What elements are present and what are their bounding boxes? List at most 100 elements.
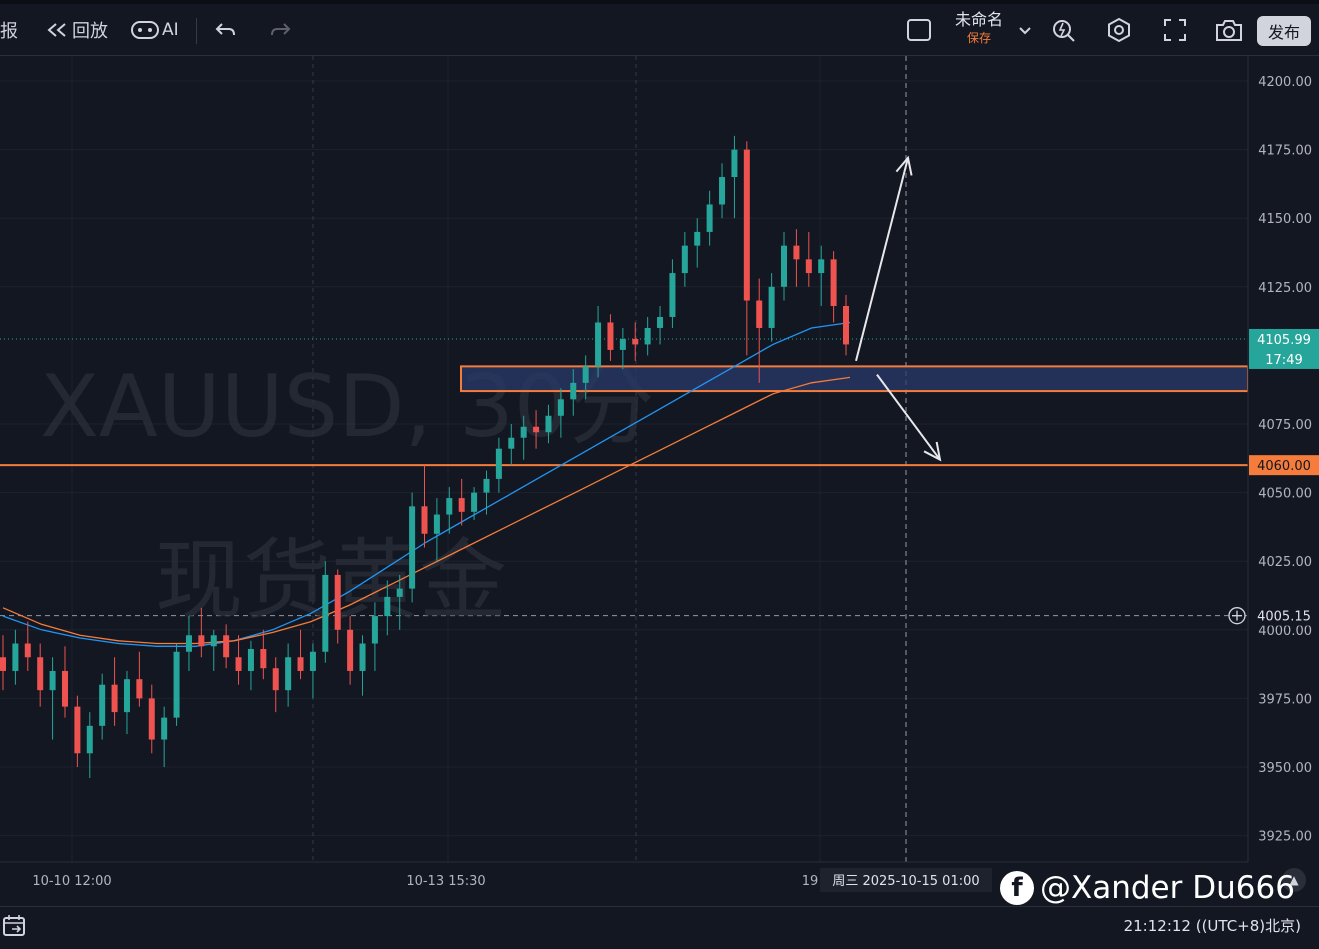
candle — [74, 695, 81, 767]
chart-name: 未命名 — [954, 10, 1003, 29]
snapshot-button[interactable] — [1214, 4, 1244, 56]
candle — [322, 561, 329, 663]
replay-button[interactable]: 回放 — [46, 4, 108, 56]
candle — [607, 314, 614, 361]
candle — [347, 616, 354, 685]
bottom-bar: 21:12:12 ((UTC+8)北京) — [0, 906, 1319, 949]
candle — [818, 245, 825, 307]
candle-body — [781, 245, 788, 287]
candle — [223, 624, 230, 669]
candle-body — [61, 670, 68, 707]
candle-body — [694, 231, 701, 246]
candle-body — [793, 245, 800, 260]
candle — [830, 251, 837, 323]
candle — [334, 569, 341, 644]
candle-body — [409, 506, 416, 589]
report-label: 报 — [0, 21, 18, 42]
candles-layer — [0, 135, 849, 778]
candle-body — [49, 670, 56, 691]
candle — [731, 135, 738, 219]
crosshair-price-label: 4005.15 — [1257, 610, 1311, 625]
time-axis[interactable]: 10-10 12:00 10-13 15:30 19 周三 2025-10-15 01… — [0, 861, 1248, 906]
candle — [0, 635, 6, 691]
toolbar-divider — [196, 18, 197, 44]
candle-body — [99, 684, 106, 726]
candle-body — [198, 635, 205, 647]
price-tick-label: 4050.00 — [1258, 487, 1312, 502]
level-price-label: 4060.00 — [1257, 459, 1311, 474]
candle-body — [471, 492, 478, 512]
arrow-shaft — [876, 374, 941, 461]
price-axis[interactable]: 4200.00 4175.00 4150.00 4125.00 4075.00 4050.… — [1228, 56, 1319, 862]
price-tick-label: 3975.00 — [1258, 692, 1312, 707]
price-tick-label: 4075.00 — [1258, 418, 1312, 433]
candle — [136, 651, 143, 707]
candle — [743, 141, 750, 356]
candle — [669, 259, 676, 328]
candle-body — [595, 322, 602, 367]
support-zone — [460, 365, 1249, 393]
settings-button[interactable] — [1105, 4, 1133, 56]
candle-body — [458, 498, 465, 512]
candle — [843, 295, 849, 356]
publish-button[interactable]: 发布 — [1257, 16, 1311, 46]
ai-button[interactable]: AI — [130, 4, 179, 56]
candle — [235, 635, 242, 685]
arrow-head — [895, 155, 913, 176]
candle-body — [347, 629, 354, 671]
redo-button[interactable] — [268, 4, 292, 56]
price-chart[interactable]: XAUUSD, 30分 现货黄金 4200.004175.004150.0041… — [0, 56, 1319, 948]
quick-search-button[interactable] — [1050, 4, 1078, 56]
chart-name-dropdown[interactable] — [1018, 4, 1032, 56]
price-tick-label: 4125.00 — [1258, 281, 1312, 296]
time-tick-label: 10-13 15:30 — [406, 874, 485, 889]
candle — [582, 355, 589, 400]
candle — [111, 657, 118, 726]
lightning-search-icon — [1050, 16, 1078, 44]
layout-button[interactable] — [906, 4, 932, 56]
clock-timezone[interactable]: 21:12:12 ((UTC+8)北京) — [1123, 917, 1301, 935]
candle — [421, 465, 428, 548]
candle-body — [0, 657, 6, 671]
candle — [86, 712, 93, 778]
bar-countdown-label: 17:49 — [1265, 353, 1302, 368]
candle — [768, 273, 775, 342]
candle-body — [272, 668, 279, 691]
candle-body — [210, 635, 217, 647]
price-tick-label: 3950.00 — [1258, 761, 1312, 776]
fullscreen-button[interactable] — [1162, 4, 1188, 56]
chart-name-block[interactable]: 未命名 保存 — [948, 10, 1010, 46]
candle — [247, 640, 254, 691]
candle — [309, 643, 316, 699]
add-alert-plus-icon[interactable] — [1228, 607, 1246, 625]
candle-body — [396, 588, 403, 597]
candle — [805, 231, 812, 287]
candle-body — [681, 245, 688, 274]
candle — [260, 629, 267, 680]
candle-body — [768, 286, 775, 328]
plot-area[interactable] — [0, 56, 1248, 862]
report-button[interactable]: 报 — [0, 4, 18, 56]
candle-body — [285, 657, 292, 691]
candle — [396, 574, 403, 630]
candle-body — [570, 382, 577, 400]
date-range-button[interactable] — [2, 913, 28, 943]
candle-body — [235, 657, 242, 671]
scroll-to-realtime-button[interactable]: ▲ — [1282, 868, 1306, 892]
price-tick-label: 4175.00 — [1258, 144, 1312, 159]
name-watermark: 现货黄金 — [155, 529, 507, 632]
candle-body — [619, 338, 626, 350]
candle — [99, 673, 106, 740]
candle-body — [533, 426, 540, 433]
candle-body — [433, 514, 440, 534]
undo-button[interactable] — [214, 4, 238, 56]
candle-body — [74, 706, 81, 754]
top-toolbar: 报 回放 AI 未命名 保存 — [0, 0, 1319, 56]
candle — [198, 607, 205, 658]
candle-body — [706, 204, 713, 232]
candle-body — [173, 651, 180, 718]
candle-body — [123, 679, 130, 713]
candle — [148, 684, 155, 754]
hexagon-settings-icon — [1105, 16, 1133, 44]
replay-label: 回放 — [72, 21, 108, 42]
